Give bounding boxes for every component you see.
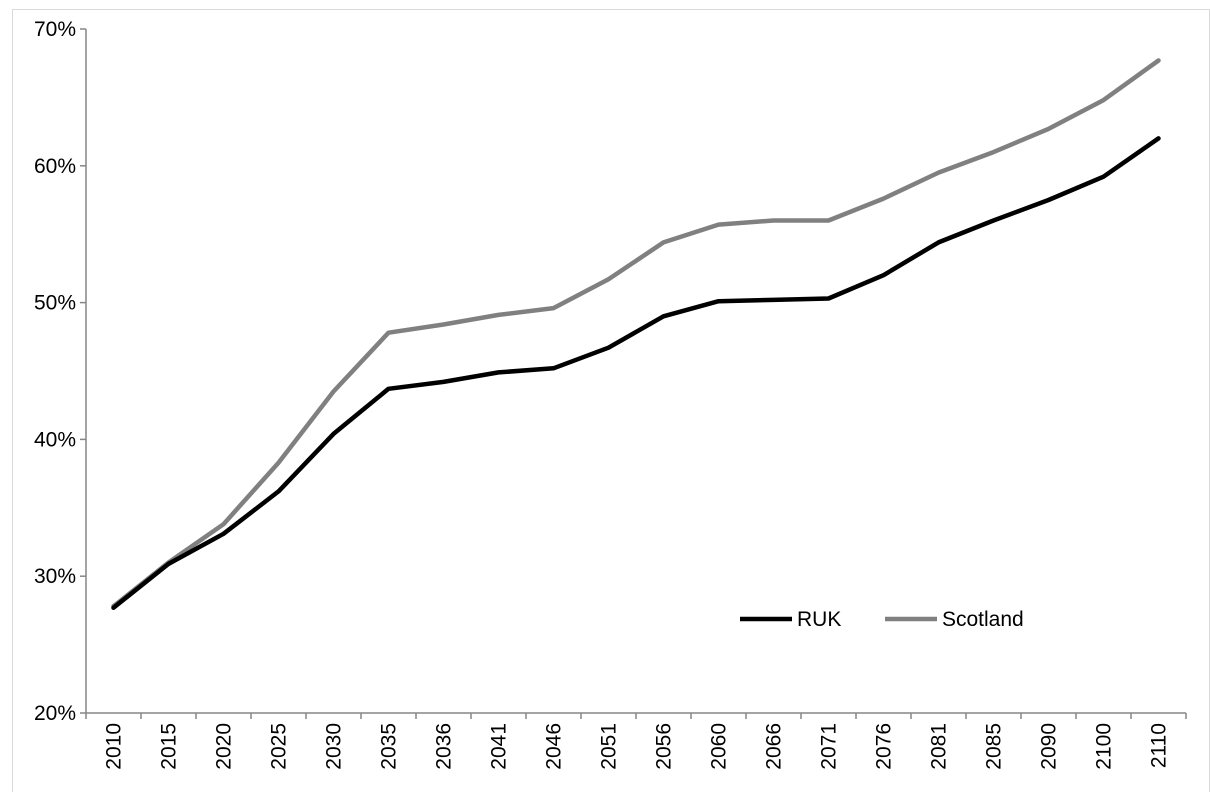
series-line-scotland	[111, 58, 1161, 609]
chart-border	[12, 9, 1210, 792]
x-tick-label: 2010	[103, 723, 126, 770]
x-tick-label: 2056	[653, 723, 676, 770]
legend-label-ruk: RUK	[797, 608, 841, 631]
y-tick-label: 30%	[34, 565, 76, 588]
x-tick-label: 2036	[433, 723, 456, 770]
legend-label-scotland: Scotland	[942, 608, 1024, 631]
x-axis: 2010 2015 2020 2025 2030 2035 2036 2041 2046 2051…	[85, 712, 1187, 770]
x-tick-label: 2060	[708, 723, 731, 770]
x-tick-label: 2051	[598, 723, 621, 770]
y-tick-label: 20%	[34, 702, 76, 725]
series-line-ruk	[111, 136, 1161, 610]
x-tick-label: 2046	[543, 723, 566, 770]
x-tick-label: 2090	[1038, 723, 1061, 770]
x-tick-label: 2085	[983, 723, 1006, 770]
series-layer	[111, 58, 1161, 610]
x-tick-label: 2076	[873, 723, 896, 770]
x-tick-label: 2110	[1148, 723, 1171, 768]
x-tick-label: 2030	[323, 723, 346, 770]
x-tick-label: 2081	[928, 723, 951, 770]
x-tick-label: 2025	[268, 723, 291, 770]
y-tick-label: 70%	[34, 18, 76, 41]
x-tick-label: 2100	[1093, 723, 1116, 770]
x-tick-label: 2035	[378, 723, 401, 770]
x-tick-label: 2041	[488, 723, 511, 770]
x-tick-label: 2020	[213, 723, 236, 770]
y-tick-label: 40%	[34, 428, 76, 451]
x-tick-label: 2066	[763, 723, 786, 770]
x-tick-label: 2015	[158, 723, 181, 770]
x-tick-label: 2071	[818, 723, 841, 770]
y-tick-label: 50%	[34, 292, 76, 315]
y-axis: 20% 30% 40% 50% 60% 70%	[34, 18, 87, 725]
y-tick-label: 60%	[34, 155, 76, 178]
legend: RUK Scotland	[740, 608, 1024, 631]
